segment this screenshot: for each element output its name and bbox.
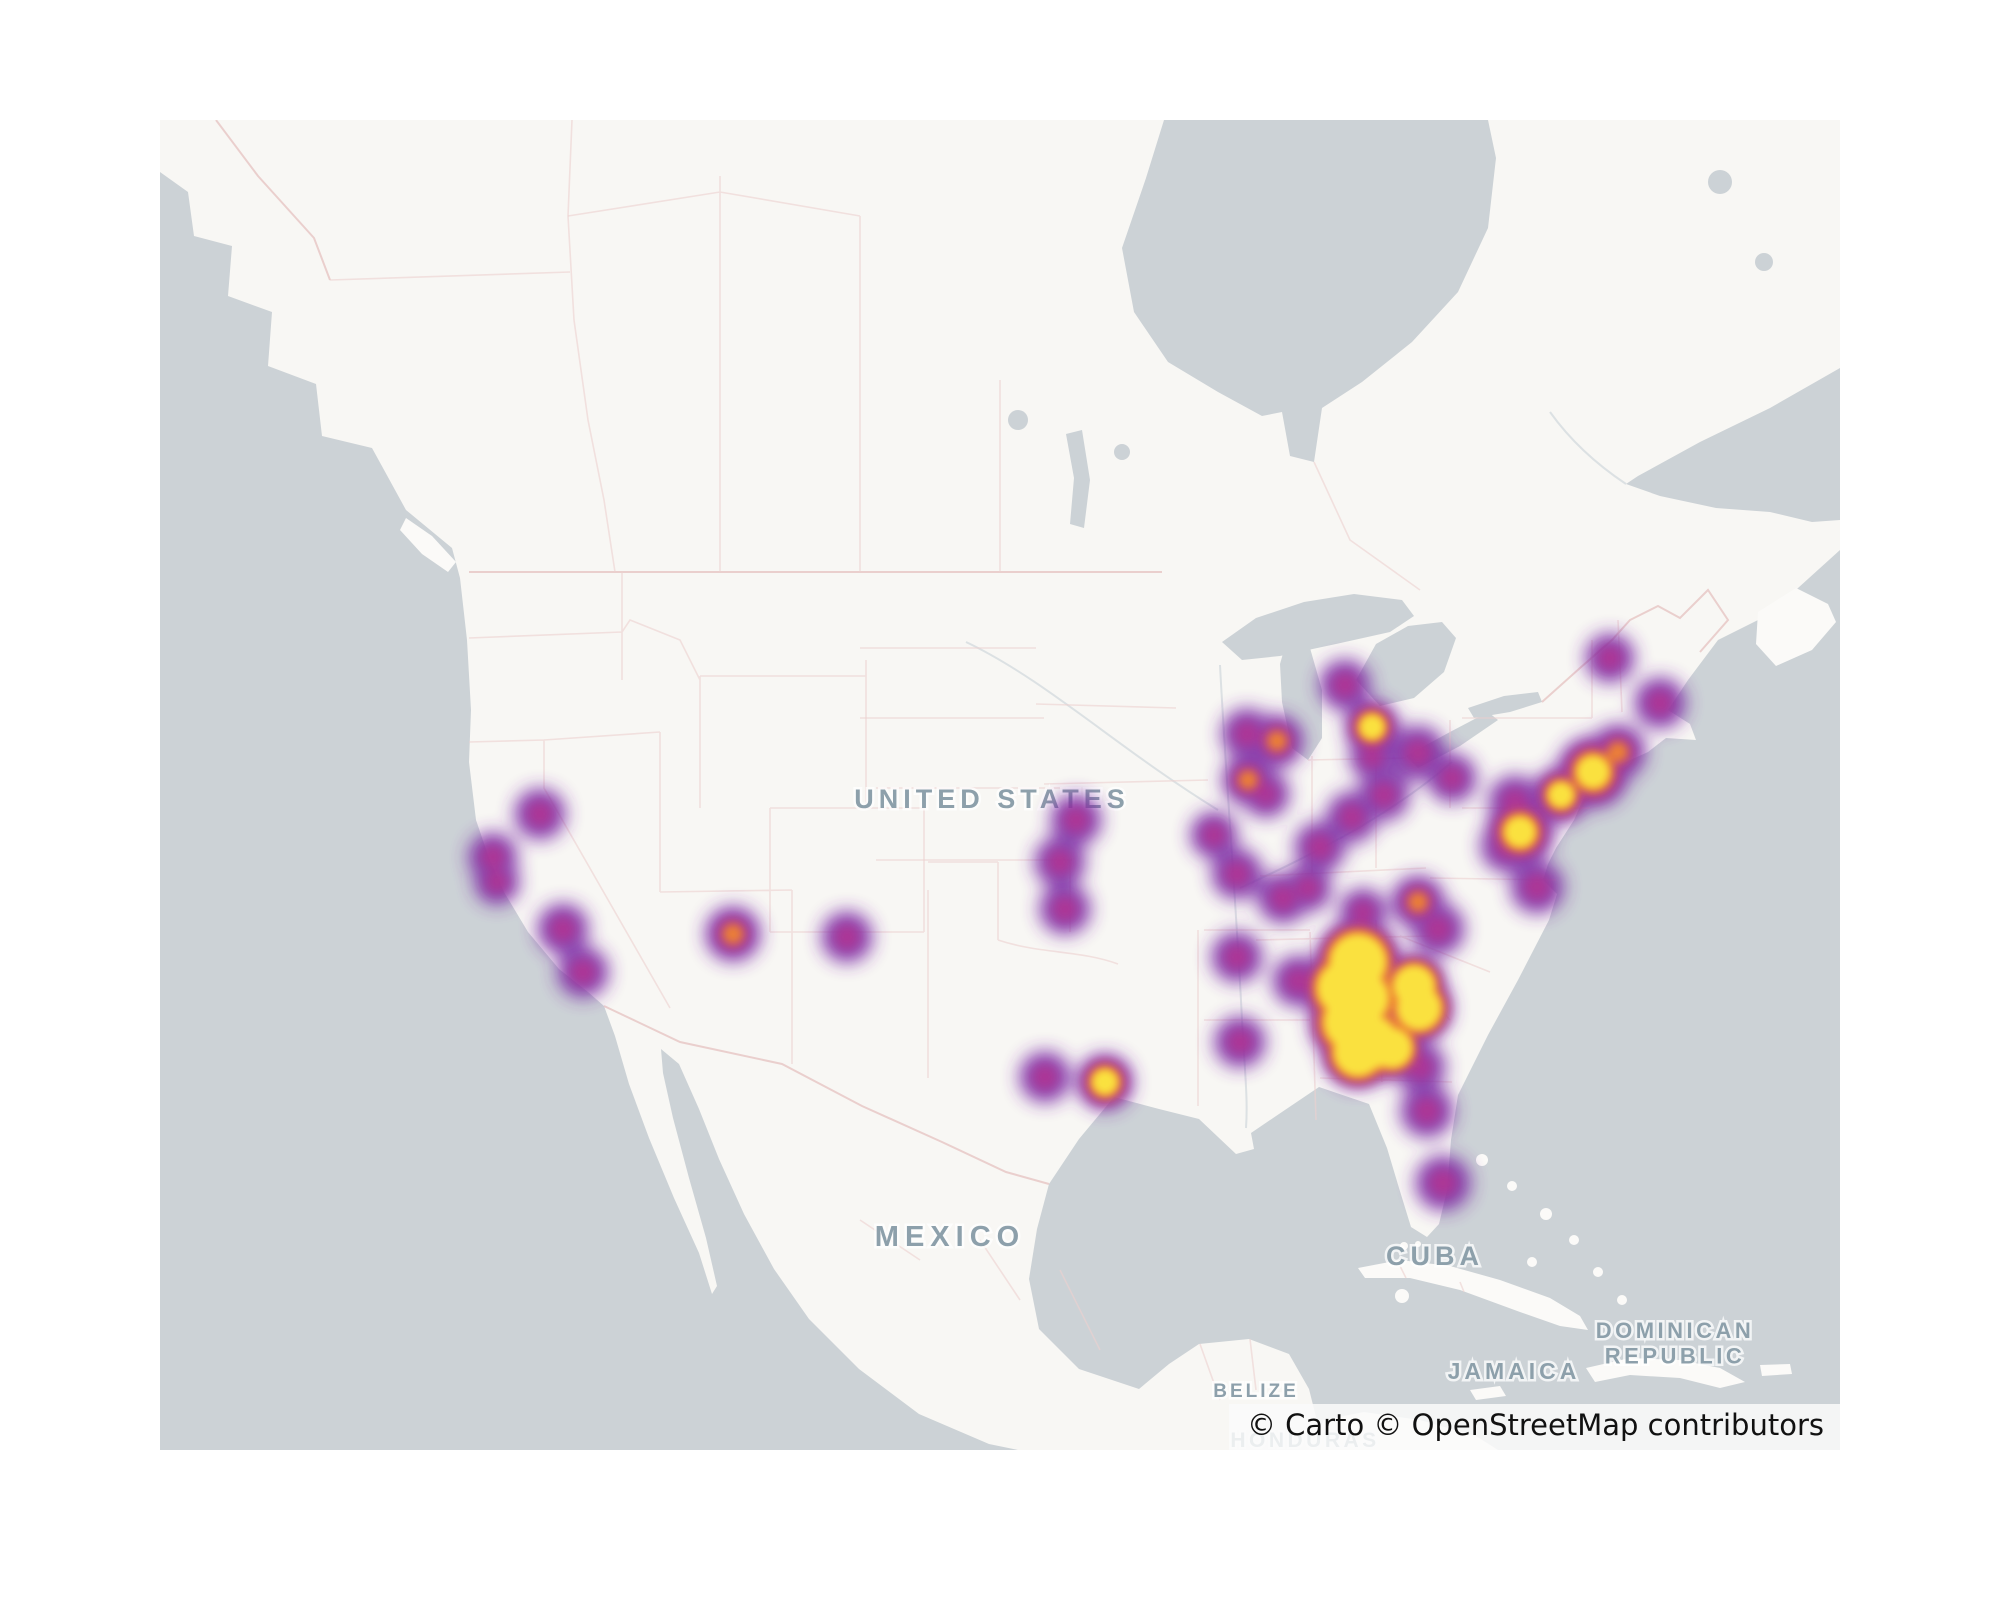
lake-ontario bbox=[1468, 692, 1542, 718]
map-label-dominican-republic: DOMINICAN REPUBLIC bbox=[1596, 1318, 1755, 1368]
prairie-borders bbox=[567, 176, 1421, 591]
isle-of-youth bbox=[1395, 1289, 1409, 1303]
lake-huron bbox=[1356, 622, 1456, 706]
florida-keys-2 bbox=[1415, 1241, 1421, 1247]
gulf-of-st-lawrence bbox=[1626, 368, 1840, 522]
heat-point bbox=[1504, 816, 1536, 848]
bahamas-2 bbox=[1507, 1181, 1517, 1191]
heat-point bbox=[834, 924, 860, 950]
florida-keys-1 bbox=[1400, 1242, 1408, 1250]
heat-point bbox=[1371, 782, 1397, 808]
yukon-bc-border bbox=[329, 271, 571, 281]
heat-point bbox=[722, 923, 744, 945]
bahamas-6 bbox=[1593, 1267, 1603, 1277]
puerto-rico bbox=[1760, 1364, 1792, 1376]
heat-point bbox=[550, 916, 576, 942]
heat-point bbox=[1296, 876, 1320, 900]
map-canvas: UNITED STATES MEXICO CUBA JAMAICA DOMINICAN R… bbox=[160, 120, 1840, 1450]
heat-point bbox=[1372, 1028, 1412, 1068]
atlantic-gulf-caribbean bbox=[1029, 550, 1840, 1450]
heat-point bbox=[1234, 721, 1260, 747]
lake-winnipeg bbox=[1066, 430, 1090, 528]
heat-point bbox=[1576, 755, 1610, 789]
mexico-state-borders bbox=[859, 1219, 1465, 1401]
lake-superior bbox=[1222, 594, 1414, 660]
heat-point bbox=[1307, 834, 1333, 860]
hudson-bay bbox=[1122, 120, 1496, 462]
heat-point bbox=[570, 959, 596, 985]
heat-point bbox=[1063, 807, 1089, 833]
bahamas-1 bbox=[1476, 1154, 1488, 1166]
missouri-river bbox=[965, 641, 1219, 811]
heat-point bbox=[1270, 885, 1296, 911]
heat-point bbox=[480, 844, 506, 870]
heat-point bbox=[1092, 1069, 1118, 1095]
bahamas-3 bbox=[1540, 1208, 1552, 1220]
heat-point bbox=[1407, 1054, 1433, 1080]
heat-point bbox=[1238, 770, 1258, 790]
pacific-ocean bbox=[160, 172, 1018, 1450]
jamaica bbox=[1470, 1386, 1506, 1400]
heat-point bbox=[1047, 849, 1073, 875]
heat-point bbox=[485, 870, 509, 894]
heat-point bbox=[1224, 944, 1250, 970]
heat-point bbox=[1413, 1097, 1441, 1125]
heat-point bbox=[1548, 782, 1574, 808]
heat-point bbox=[1424, 915, 1452, 943]
lake-small-4 bbox=[1755, 253, 1773, 271]
heat-point bbox=[527, 801, 553, 827]
heat-point bbox=[1523, 873, 1551, 901]
heat-point bbox=[1224, 861, 1250, 887]
bahamas-4 bbox=[1569, 1235, 1579, 1245]
heat-point bbox=[1607, 741, 1629, 763]
heat-point bbox=[1285, 968, 1311, 994]
lake-small-2 bbox=[1114, 444, 1130, 460]
heat-point bbox=[1266, 730, 1288, 752]
heat-point bbox=[1202, 823, 1226, 847]
heat-point bbox=[1227, 1029, 1253, 1055]
heat-point bbox=[1407, 891, 1429, 913]
ocean-water bbox=[160, 120, 1840, 1450]
lake-small-1 bbox=[1008, 410, 1028, 430]
map-label-belize: BELIZE bbox=[1213, 1381, 1299, 1402]
bc-alberta-border bbox=[567, 120, 616, 573]
nova-scotia bbox=[1756, 588, 1836, 666]
heat-point bbox=[1647, 690, 1673, 716]
great-lakes bbox=[1008, 170, 1773, 768]
attribution: © Carto © OpenStreetMap contributors bbox=[1228, 1404, 1840, 1450]
heat-point bbox=[1334, 1028, 1382, 1076]
heat-point bbox=[1501, 788, 1529, 816]
vancouver-island bbox=[400, 518, 456, 572]
heat-point bbox=[1439, 765, 1465, 791]
heat-point bbox=[1332, 672, 1358, 698]
heat-point bbox=[1339, 804, 1365, 830]
st-lawrence-river bbox=[1549, 411, 1627, 485]
alaska-bc-border bbox=[215, 120, 331, 281]
heat-point bbox=[1032, 1064, 1058, 1090]
heat-point bbox=[1597, 645, 1623, 671]
heat-point bbox=[1429, 1169, 1457, 1197]
heat-point bbox=[1052, 896, 1078, 922]
heat-point bbox=[1360, 745, 1384, 769]
heat-point bbox=[1359, 714, 1385, 740]
bahamas-5 bbox=[1527, 1257, 1537, 1267]
map-label-mexico: MEXICO bbox=[875, 1221, 1025, 1253]
hispaniola bbox=[1586, 1358, 1745, 1388]
heat-point bbox=[1404, 739, 1432, 767]
us-mexico-border bbox=[603, 1005, 1050, 1185]
lake-small-3 bbox=[1708, 170, 1732, 194]
heat-point bbox=[1397, 986, 1441, 1030]
bahamas-7 bbox=[1617, 1295, 1627, 1305]
map-label-jamaica: JAMAICA bbox=[1448, 1358, 1581, 1384]
heat-layer-yellow bbox=[1092, 714, 1610, 1095]
cuba bbox=[1358, 1260, 1588, 1330]
heat-point bbox=[1254, 782, 1278, 806]
map-label-cuba: CUBA bbox=[1386, 1241, 1484, 1271]
heat-point bbox=[1351, 900, 1375, 924]
